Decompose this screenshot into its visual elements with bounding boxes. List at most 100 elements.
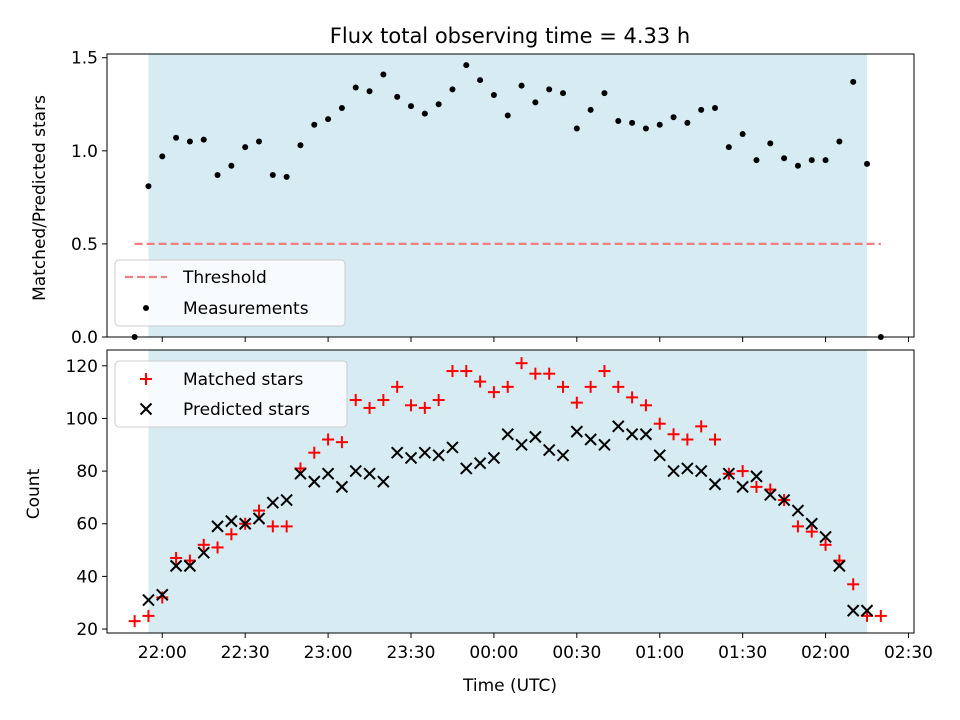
bottom-y-axis-label: Count (24, 468, 44, 519)
predicted-star-point (183, 559, 197, 573)
predicted-star-point (363, 467, 376, 480)
matched-star-point (805, 525, 818, 538)
matched-star-point (142, 609, 155, 622)
matched-star-point (349, 394, 362, 407)
y-tick-label: 0.5 (71, 235, 98, 255)
predicted-star-point (390, 446, 404, 459)
predicted-star-point (653, 449, 666, 462)
measurement-point (200, 136, 207, 143)
top-panel: 0.0 0.5 1.0 1.5 Threshold Measurements (71, 49, 915, 348)
predicted-star-point-b (183, 559, 197, 573)
predicted-star-point-b (515, 438, 528, 451)
measurement-point (380, 71, 387, 78)
predicted-star-point-b (252, 512, 266, 525)
measurement-point (338, 104, 345, 111)
measurement-point (242, 144, 249, 151)
top-legend: Threshold Measurements (114, 259, 346, 327)
matched-star-point (460, 365, 473, 378)
x-tick-label: 02:00 (801, 643, 850, 663)
predicted-star-point (238, 517, 252, 530)
top-legend-box (114, 259, 346, 327)
predicted-star-point (501, 428, 514, 441)
predicted-star-point (791, 504, 805, 517)
predicted-star-point-b (390, 446, 404, 459)
predicted-star-point-b (308, 475, 321, 488)
predicted-star-point-b (432, 449, 445, 462)
predicted-star-point (432, 449, 445, 462)
predicted-star-point-b (197, 546, 210, 559)
measurement-point (311, 121, 318, 128)
predicted-star-point (280, 493, 293, 507)
predicted-star-point-b (681, 462, 694, 475)
measurement-point (587, 106, 594, 113)
legend-predicted-label: Predicted stars (183, 400, 310, 420)
predicted-star-point-b (335, 480, 349, 494)
predicted-star-point-b (501, 428, 514, 441)
predicted-star-point-b (363, 467, 376, 480)
predicted-star-point (335, 480, 349, 494)
predicted-star-point (252, 512, 266, 525)
measurement-point (297, 142, 304, 149)
predicted-star-point (349, 464, 362, 478)
predicted-star-point (266, 496, 280, 509)
matched-star-point (322, 433, 335, 446)
predicted-star-point (777, 493, 791, 507)
predicted-star-point-b (764, 488, 777, 501)
matched-star-point (280, 520, 293, 533)
predicted-star-point (529, 430, 542, 444)
predicted-star-point-b (142, 593, 155, 607)
predicted-star-point-b (833, 559, 846, 573)
matched-star-point (501, 380, 514, 393)
matched-star-point (515, 357, 528, 370)
x-tick-label: 01:00 (635, 643, 684, 663)
predicted-star-point (681, 462, 694, 475)
predicted-star-point (625, 428, 639, 441)
measurement-point (573, 125, 580, 132)
measurement-point (463, 62, 470, 69)
predicted-star-point-b (653, 449, 666, 462)
y-tick-label: 60 (76, 515, 98, 535)
predicted-star-point-b (446, 441, 459, 454)
y-tick-label: 1.5 (71, 49, 98, 69)
x-tick-label: 01:30 (718, 643, 767, 663)
predicted-star-point-b (570, 425, 584, 438)
matched-star-point (819, 538, 832, 551)
y-tick-label: 20 (76, 620, 98, 640)
measurement-point (725, 144, 732, 151)
predicted-star-point (736, 480, 749, 494)
predicted-star-point-b (487, 451, 501, 465)
measurement-point (228, 162, 235, 169)
measurement-point (642, 125, 649, 132)
measurement-point (449, 86, 456, 93)
predicted-star-point (639, 428, 653, 441)
measurement-point (504, 112, 511, 119)
measurement-point (615, 118, 622, 125)
matched-star-point (584, 380, 597, 393)
measurement-point (684, 119, 691, 126)
matched-star-point (557, 380, 570, 393)
measurement-point (753, 157, 760, 164)
predicted-star-point-b (321, 467, 335, 480)
bottom-panel: 20 40 60 80 100 120 22:00 22:30 23:00 23:30 00:00 0… (66, 349, 933, 663)
predicted-star-point-b (377, 475, 390, 488)
matched-star-point (170, 551, 183, 564)
matched-star-point (598, 365, 611, 378)
matched-star-point (253, 504, 266, 517)
legend-measurements-label: Measurements (183, 299, 309, 319)
measurement-point (518, 82, 525, 89)
predicted-star-point (542, 443, 556, 457)
measurement-point (394, 93, 401, 100)
predicted-star-point-b (708, 478, 722, 491)
measurement-point (269, 172, 276, 179)
matched-star-point (874, 609, 887, 622)
matched-star-point (308, 446, 321, 459)
measurement-point (421, 110, 428, 117)
matched-star-point (750, 480, 763, 493)
matched-star-point (266, 520, 279, 533)
predicted-star-point (694, 464, 708, 478)
matched-star-point (487, 386, 500, 399)
x-tick-label: 23:00 (304, 643, 353, 663)
predicted-star-point-b (349, 464, 362, 478)
matched-star-point (418, 401, 431, 414)
predicted-star-point-b (404, 451, 418, 465)
